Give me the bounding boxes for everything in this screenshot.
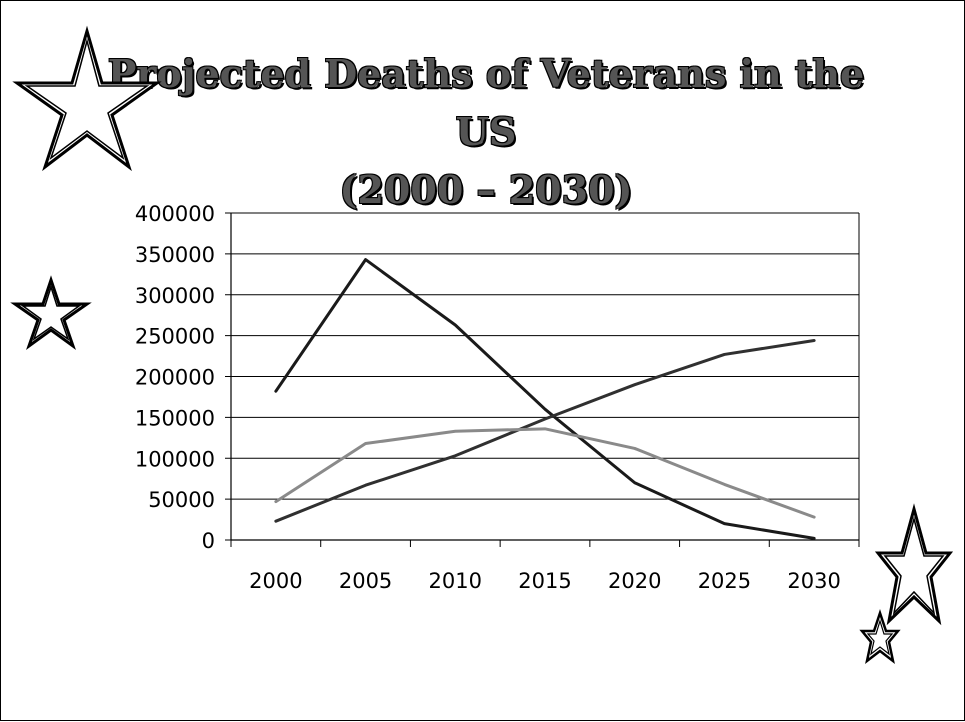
x-tick-label: 2015 — [518, 569, 571, 593]
series-line-1 — [274, 258, 816, 540]
series-lines — [274, 258, 816, 540]
x-axis-ticks: 2000 2005 2010 2015 2020 2025 2030 — [230, 540, 860, 593]
gridlines — [231, 212, 859, 541]
chart-title-line1: Projected Deaths of Veterans in the US — [107, 51, 865, 154]
y-tick-label: 300000 — [135, 284, 215, 308]
y-tick-label: 0 — [202, 529, 215, 553]
y-tick-label: 250000 — [135, 325, 215, 349]
x-tick-label: 2025 — [698, 569, 751, 593]
star-outline-icon — [874, 503, 954, 626]
star-outline-icon — [859, 609, 901, 665]
x-tick-label: 2000 — [249, 569, 302, 593]
y-tick-label: 100000 — [135, 447, 215, 471]
series-line-3 — [274, 427, 816, 519]
chart-title-line2: (2000 – 2030) — [339, 167, 633, 212]
x-tick-label: 2005 — [339, 569, 392, 593]
y-tick-label: 400000 — [135, 202, 215, 226]
y-tick-label: 150000 — [135, 406, 215, 430]
x-tick-label: 2030 — [787, 569, 840, 593]
star-outline-icon — [10, 275, 92, 351]
x-tick-label: 2020 — [608, 569, 661, 593]
chart-title: Projected Deaths of Veterans in the US (… — [96, 45, 876, 219]
y-axis-ticks: 400000 350000 300000 250000 200000 150000 1000… — [135, 202, 231, 553]
star-outline-icon — [12, 25, 162, 172]
x-tick-label: 2010 — [429, 569, 482, 593]
y-tick-label: 50000 — [148, 488, 215, 512]
y-tick-label: 350000 — [135, 243, 215, 267]
series-line-2 — [274, 339, 816, 523]
axes — [230, 213, 860, 541]
y-tick-label: 200000 — [135, 366, 215, 390]
